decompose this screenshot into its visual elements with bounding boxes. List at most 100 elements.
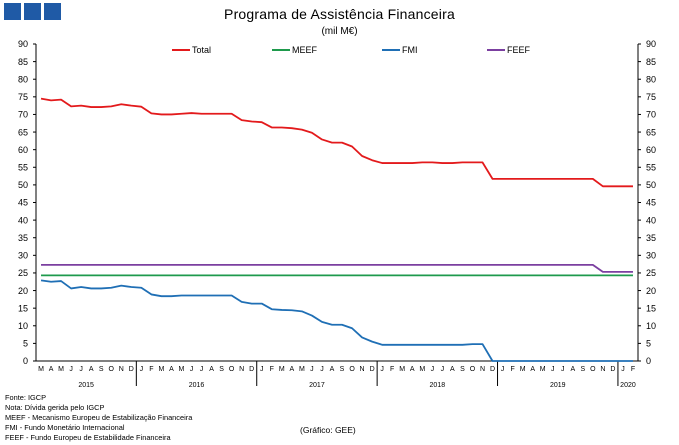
y-tick-label-left: 50 — [18, 180, 28, 190]
x-tick-label-month: J — [79, 366, 83, 373]
x-tick-label-month: J — [621, 366, 625, 373]
x-tick-label-month: O — [229, 366, 235, 373]
y-tick-label-left: 60 — [18, 145, 28, 155]
x-tick-label-month: M — [279, 366, 285, 373]
note-source: Fonte: IGCP — [5, 393, 47, 402]
x-tick-label-month: M — [179, 366, 185, 373]
y-tick-label-right: 35 — [646, 233, 656, 243]
x-tick-label-month: M — [399, 366, 405, 373]
x-tick-label-month: D — [129, 366, 134, 373]
x-tick-label-month: N — [480, 366, 485, 373]
y-tick-label-left: 0 — [23, 356, 28, 366]
x-year-label: 2018 — [430, 382, 446, 389]
x-tick-label-month: A — [169, 366, 174, 373]
series-line-total — [40, 97, 633, 188]
logo-block-1 — [4, 3, 21, 20]
x-tick-label-month: S — [99, 366, 104, 373]
x-tick-label-month: F — [270, 366, 274, 373]
y-tick-label-right: 30 — [646, 251, 656, 261]
x-tick-label-month: M — [299, 366, 305, 373]
x-tick-label-month: D — [490, 366, 495, 373]
note-managed-debt: Nota: Dívida gerida pelo IGCP — [5, 402, 105, 412]
y-tick-label-left: 5 — [23, 339, 28, 349]
x-year-label: 2017 — [309, 382, 325, 389]
x-tick-label-month: S — [460, 366, 465, 373]
x-tick-label-month: F — [390, 366, 394, 373]
y-tick-label-left: 20 — [18, 286, 28, 296]
y-tick-label-right: 65 — [646, 127, 656, 137]
y-tick-label-left: 65 — [18, 127, 28, 137]
legend-label-feef: FEEF — [507, 45, 531, 55]
x-tick-label-month: M — [520, 366, 526, 373]
x-tick-label-month: J — [320, 366, 324, 373]
y-tick-label-right: 45 — [646, 198, 656, 208]
x-tick-label-month: J — [441, 366, 445, 373]
note-feef: FEEF - Fundo Europeu de Estabilidade Fin… — [5, 432, 171, 442]
y-tick-label-right: 5 — [646, 339, 651, 349]
x-tick-label-month: F — [631, 366, 635, 373]
y-tick-label-left: 35 — [18, 233, 28, 243]
y-tick-label-right: 60 — [646, 145, 656, 155]
x-tick-label-month: J — [260, 366, 264, 373]
x-tick-label-month: S — [340, 366, 345, 373]
x-tick-label-month: N — [239, 366, 244, 373]
x-tick-label-month: A — [49, 366, 54, 373]
x-year-label: 2020 — [620, 382, 636, 389]
x-tick-label-month: S — [580, 366, 585, 373]
x-year-label: 2015 — [78, 382, 94, 389]
y-tick-label-left: 15 — [18, 303, 28, 313]
x-tick-label-month: O — [590, 366, 596, 373]
x-tick-label-month: A — [410, 366, 415, 373]
chart-subtitle: (mil M€) — [321, 26, 358, 37]
x-tick-label-month: F — [510, 366, 514, 373]
x-tick-label-month: J — [69, 366, 73, 373]
x-tick-label-month: D — [370, 366, 375, 373]
y-tick-label-left: 70 — [18, 110, 28, 120]
y-tick-label-right: 70 — [646, 110, 656, 120]
x-tick-label-month: J — [431, 366, 435, 373]
x-year-label: 2016 — [189, 382, 205, 389]
legend-label-total: Total — [192, 45, 211, 55]
x-tick-label-month: M — [419, 366, 425, 373]
x-tick-label-month: J — [200, 366, 204, 373]
note-meef: MEEF - Mecanismo Europeu de Estabilizaçã… — [5, 412, 193, 422]
y-tick-label-left: 45 — [18, 198, 28, 208]
y-tick-label-right: 40 — [646, 215, 656, 225]
note-fmi: FMI - Fundo Monetário Internacional — [5, 422, 125, 432]
x-tick-label-month: S — [219, 366, 224, 373]
y-tick-label-right: 50 — [646, 180, 656, 190]
x-tick-label-month: J — [190, 366, 194, 373]
y-tick-label-right: 15 — [646, 303, 656, 313]
x-tick-label-month: A — [570, 366, 575, 373]
y-tick-label-left: 25 — [18, 268, 28, 278]
x-tick-label-month: D — [610, 366, 615, 373]
x-tick-label-month: O — [349, 366, 355, 373]
x-tick-label-month: O — [109, 366, 115, 373]
x-tick-label-month: A — [89, 366, 94, 373]
x-tick-label-month: J — [380, 366, 384, 373]
x-tick-label-month: F — [149, 366, 153, 373]
y-tick-label-right: 0 — [646, 356, 651, 366]
y-tick-label-left: 75 — [18, 92, 28, 102]
chart-legend: Total MEEF FMI FEEF — [172, 45, 531, 55]
y-tick-label-left: 85 — [18, 57, 28, 67]
x-tick-label-month: J — [551, 366, 555, 373]
x-tick-label-month: M — [38, 366, 44, 373]
legend-label-fmi: FMI — [402, 45, 418, 55]
y-tick-label-right: 55 — [646, 162, 656, 172]
y-tick-label-left: 40 — [18, 215, 28, 225]
x-tick-label-month: J — [140, 366, 144, 373]
x-tick-label-month: J — [310, 366, 314, 373]
y-tick-label-right: 75 — [646, 92, 656, 102]
chart-credit: (Gráfico: GEE) — [300, 425, 356, 435]
x-tick-label-month: A — [530, 366, 535, 373]
y-tick-label-left: 55 — [18, 162, 28, 172]
x-tick-label-month: J — [561, 366, 565, 373]
chart-series — [40, 97, 633, 362]
x-tick-label-month: N — [119, 366, 124, 373]
series-line-feef — [41, 263, 633, 273]
x-tick-label-month: O — [470, 366, 476, 373]
x-tick-label-month: M — [540, 366, 546, 373]
